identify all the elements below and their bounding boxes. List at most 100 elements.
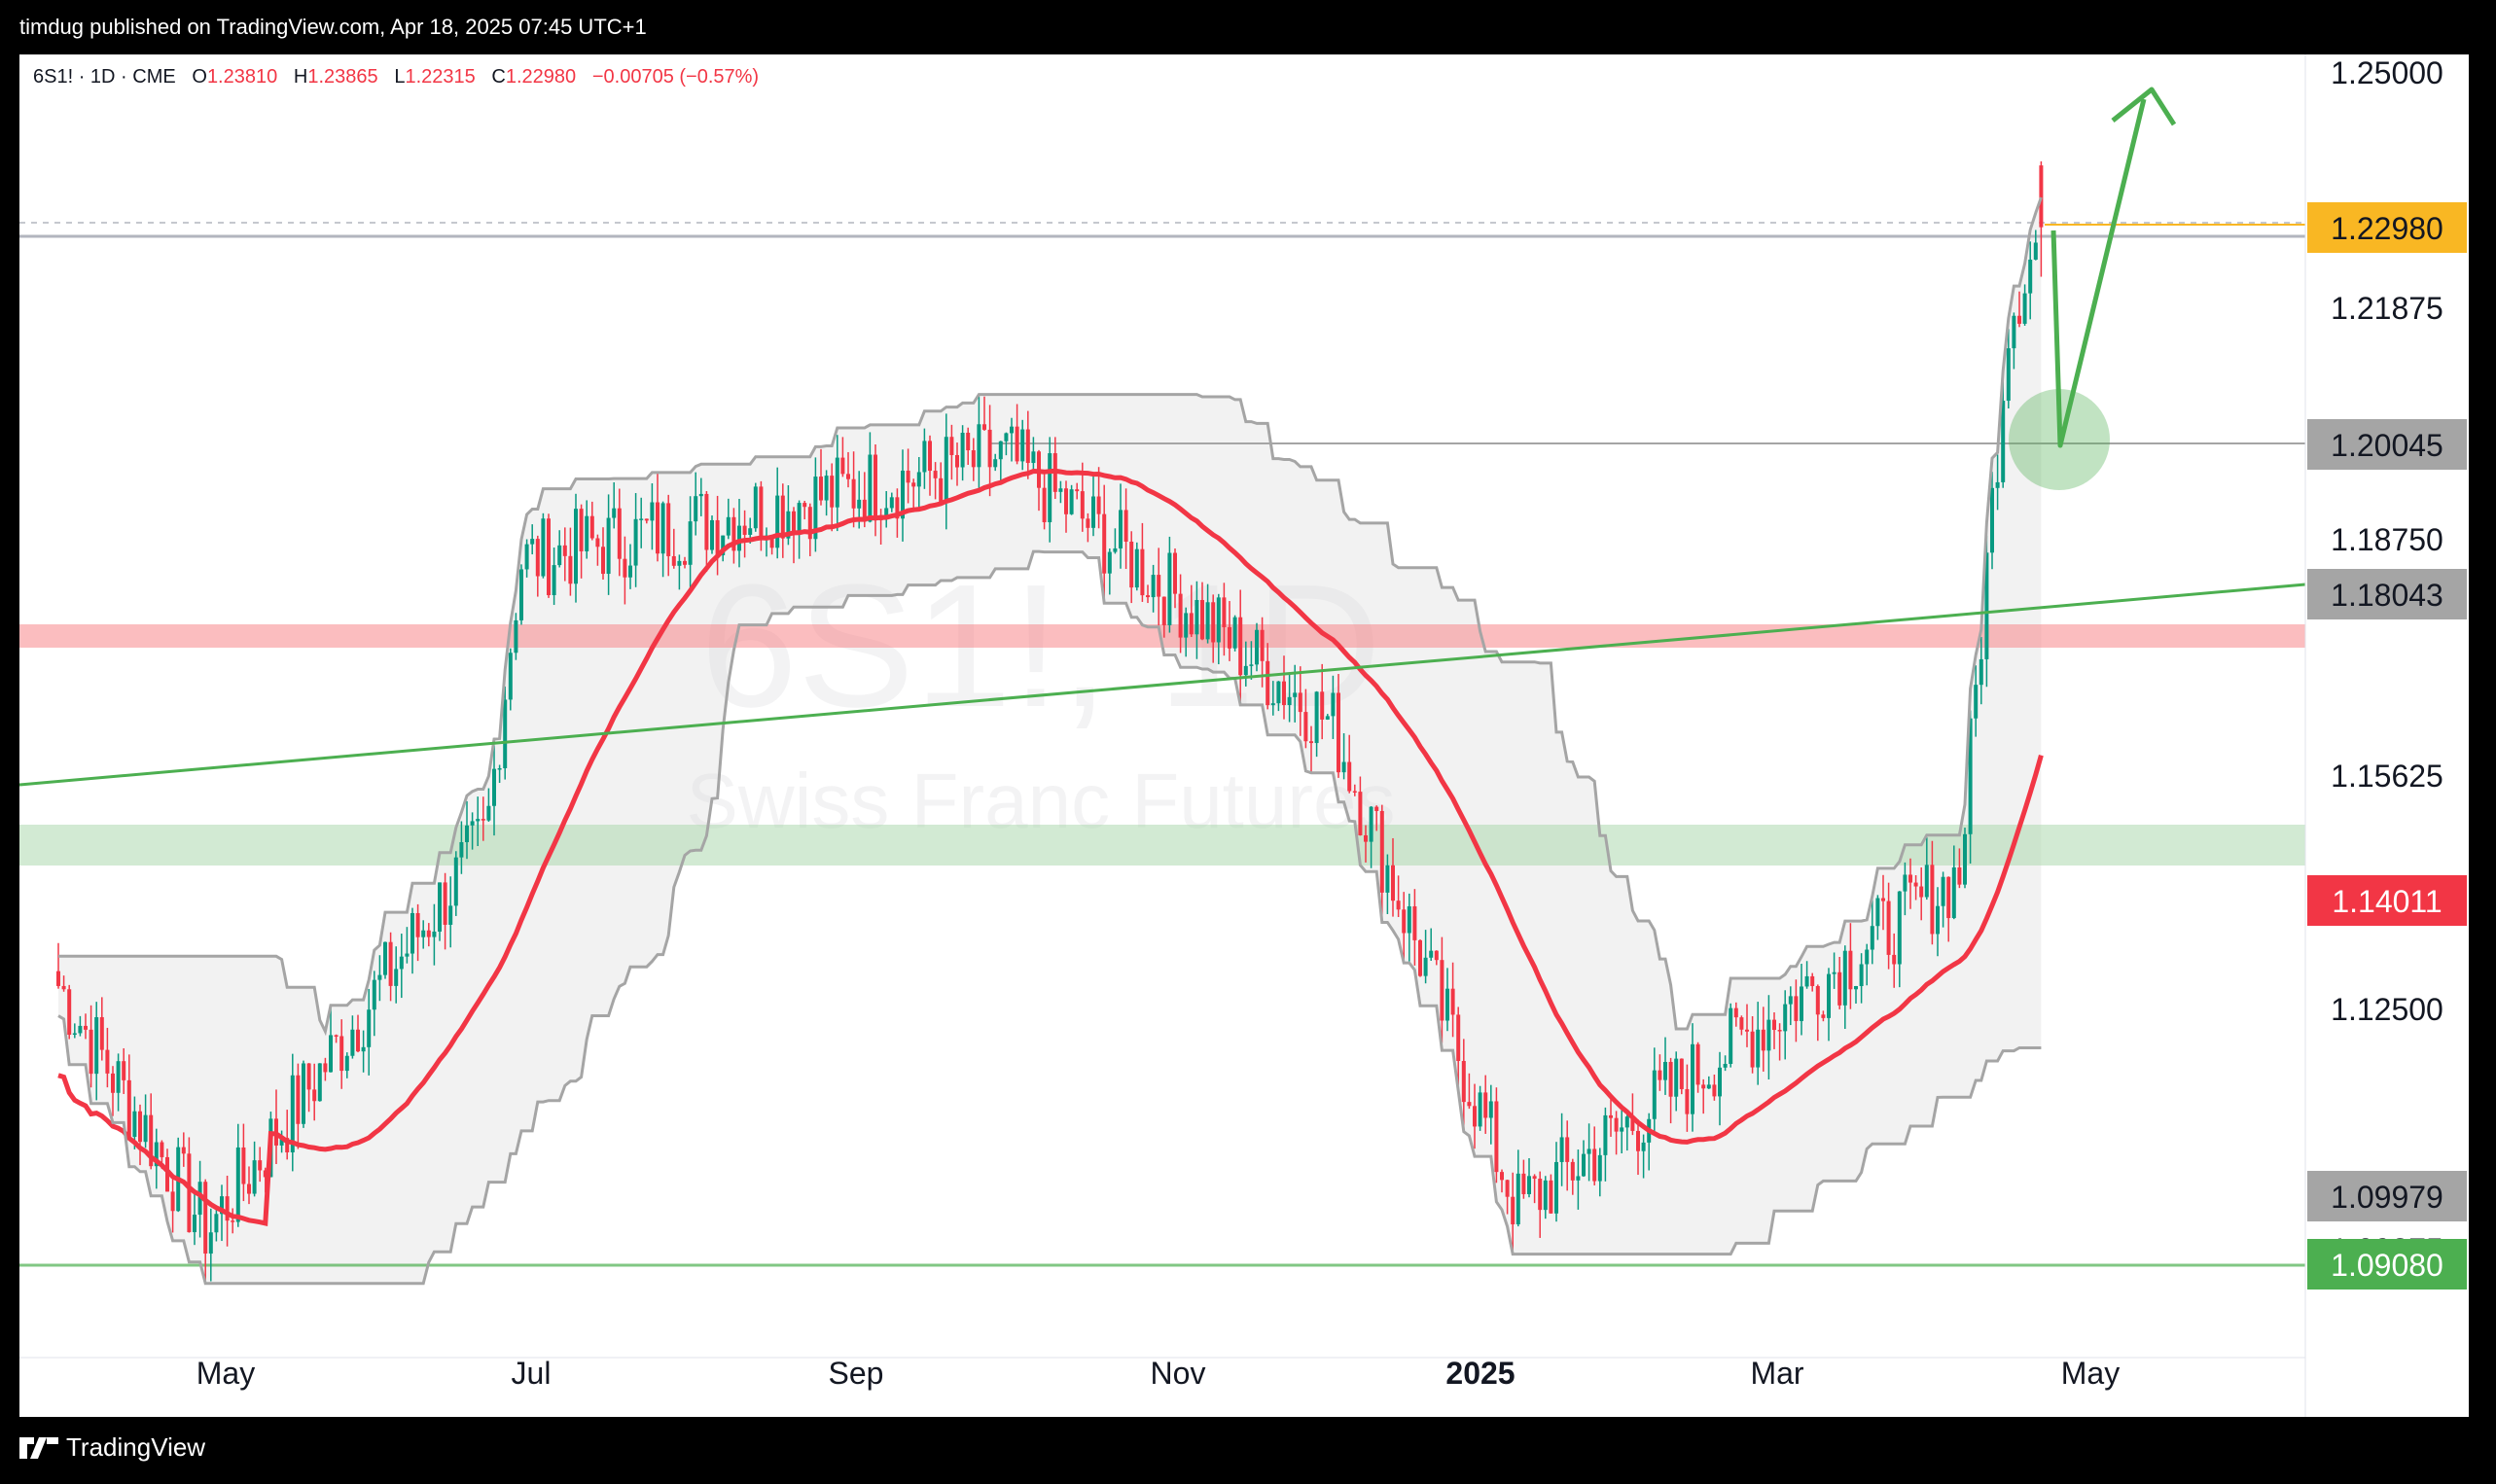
candle-body xyxy=(1080,491,1085,519)
candle-body xyxy=(1255,629,1259,665)
candle-body xyxy=(1113,548,1118,552)
candle-body xyxy=(993,459,998,468)
candle-body xyxy=(231,1220,235,1222)
candle-body xyxy=(840,457,845,475)
legend-change: −0.00705 (−0.57%) xyxy=(591,66,760,88)
candles-group xyxy=(56,160,2044,1283)
candle-body xyxy=(1761,1029,1765,1051)
candle-body xyxy=(508,653,513,700)
footer-bar xyxy=(0,1419,2496,1484)
candle-body xyxy=(792,511,796,535)
candle-body xyxy=(290,1075,295,1153)
candle-body xyxy=(252,1160,257,1194)
publish-header: timdug published on TradingView.com, Apr… xyxy=(0,0,2496,54)
candle-body xyxy=(775,495,780,548)
candle-body xyxy=(1276,681,1281,704)
candle-body xyxy=(813,477,818,540)
candle-body xyxy=(1695,1043,1700,1085)
chart-pane[interactable]: 6S1!, 1D Swiss Franc Futures May Ju xyxy=(18,54,2469,1417)
candle-body xyxy=(830,476,835,508)
candle-body xyxy=(802,503,807,508)
candle-body xyxy=(89,1029,93,1075)
candle-body xyxy=(1402,909,1407,934)
candle-body xyxy=(846,474,850,479)
candle-body xyxy=(1331,692,1336,717)
candle-body xyxy=(438,882,442,932)
candle-body xyxy=(1483,1092,1488,1118)
candle-body xyxy=(1461,1060,1466,1103)
candle-body xyxy=(116,1061,121,1093)
candle-body xyxy=(1897,891,1902,965)
candle-body xyxy=(1636,1130,1640,1151)
x-tick-label: Jul xyxy=(512,1356,552,1391)
candle-body xyxy=(84,1025,88,1030)
candle-body xyxy=(1951,866,1956,919)
candle-body xyxy=(1592,1148,1597,1182)
ohlc-legend[interactable]: 6S1! · 1D · CME O1.23810 H1.23865 L1.223… xyxy=(33,66,759,88)
candle-body xyxy=(585,515,589,551)
candle-body xyxy=(78,1025,83,1034)
chart-canvas[interactable]: 6S1!, 1D Swiss Franc Futures May Ju xyxy=(18,54,2469,1417)
candle-body xyxy=(835,457,839,508)
candle-body xyxy=(606,517,611,575)
candle-body xyxy=(383,941,387,975)
trend-line[interactable] xyxy=(18,583,2306,787)
candle-body xyxy=(748,528,753,535)
candle-body xyxy=(1450,988,1455,1015)
band-lower-line xyxy=(57,549,2042,1286)
candle-body xyxy=(1783,1004,1788,1032)
candle-body xyxy=(1865,949,1870,965)
candle-body xyxy=(617,508,622,559)
support-badge-109080 xyxy=(2307,1239,2467,1290)
candle-body xyxy=(1733,1007,1738,1018)
candle-body xyxy=(1543,1180,1548,1211)
support-zone[interactable] xyxy=(19,825,2305,866)
candle-body xyxy=(1576,1176,1581,1181)
x-tick-label: Mar xyxy=(1750,1356,1803,1391)
candle-body xyxy=(410,912,414,954)
candle-body xyxy=(258,1160,263,1171)
candle-body xyxy=(1903,874,1908,892)
trend-badge-118043 xyxy=(2307,569,2467,619)
candle-body xyxy=(1123,510,1128,542)
bollinger-band-fill xyxy=(58,197,2042,1284)
candle-body xyxy=(334,1035,339,1037)
legend-low: 1.22315 xyxy=(405,66,476,88)
candle-body xyxy=(2012,315,2016,349)
candle-body xyxy=(453,857,458,906)
candle-body xyxy=(623,558,627,578)
tradingview-logo[interactable]: TradingView xyxy=(19,1432,205,1463)
candle-body xyxy=(285,1138,290,1153)
candle-body xyxy=(535,539,540,577)
candle-body xyxy=(769,535,774,548)
candle-body xyxy=(1379,810,1384,893)
candle-body xyxy=(1119,510,1123,548)
candle-body xyxy=(1064,488,1068,514)
legend-symbol: 6S1! · 1D · CME xyxy=(33,66,176,88)
y-tick-label: 1.25000 xyxy=(2331,55,2443,90)
candle-body xyxy=(1238,617,1243,676)
candle-body xyxy=(666,503,671,556)
candle-body xyxy=(415,912,420,937)
candle-body xyxy=(1582,1153,1586,1177)
candle-body xyxy=(1320,691,1325,720)
candle-body xyxy=(1314,691,1319,744)
candle-body xyxy=(143,1114,148,1143)
candle-body xyxy=(971,450,976,468)
legend-close: 1.22980 xyxy=(505,66,577,88)
candle-body xyxy=(710,519,714,550)
candle-body xyxy=(1609,1114,1613,1118)
candle-body xyxy=(1810,975,1815,986)
candle-body xyxy=(1597,1154,1602,1182)
x-tick-label: Sep xyxy=(829,1356,884,1391)
candle-body xyxy=(323,1063,328,1073)
candle-body xyxy=(1396,901,1401,910)
candle-body xyxy=(497,767,502,770)
time-axis[interactable]: May Jul Sep Nov 2025 Mar May xyxy=(196,1356,2120,1391)
projection-arrow[interactable] xyxy=(2050,98,2147,448)
candle-body xyxy=(181,1147,186,1154)
legend-high: 1.23865 xyxy=(307,66,378,88)
candle-body xyxy=(1205,602,1210,640)
candle-body xyxy=(1260,629,1265,661)
candle-body xyxy=(1129,541,1134,588)
